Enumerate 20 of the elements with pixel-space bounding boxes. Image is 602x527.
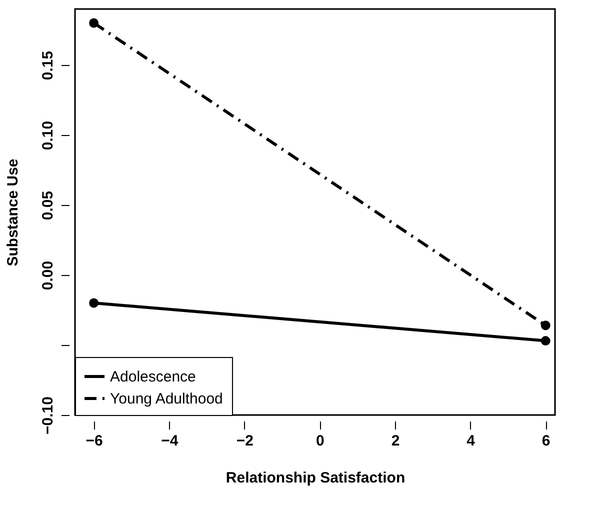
point: [540, 320, 550, 330]
y-tick-label: −0.10: [40, 396, 56, 434]
x-tick-label: −6: [86, 432, 103, 450]
x-tick-label: −4: [161, 432, 179, 450]
x-axis-title: Relationship Satisfaction: [226, 470, 406, 486]
x-tick-label: 0: [316, 432, 324, 450]
y-tick-label: 0.00: [40, 260, 56, 290]
point: [540, 336, 550, 346]
y-axis-title: Substance Use: [4, 158, 22, 266]
legend-label: Young Adulthood: [110, 390, 223, 408]
y-tick-label: 0.05: [40, 190, 56, 220]
point: [89, 18, 99, 28]
y-tick-label: 0.10: [40, 120, 56, 150]
x-tick-label: 2: [391, 432, 400, 450]
x-tick-label: −2: [236, 432, 254, 450]
x-tick-label: 6: [542, 432, 550, 450]
legend-label: Adolescence: [110, 368, 196, 386]
x-tick-label: 4: [466, 432, 476, 450]
point: [89, 298, 99, 308]
y-tick-label: 0.15: [40, 50, 56, 80]
